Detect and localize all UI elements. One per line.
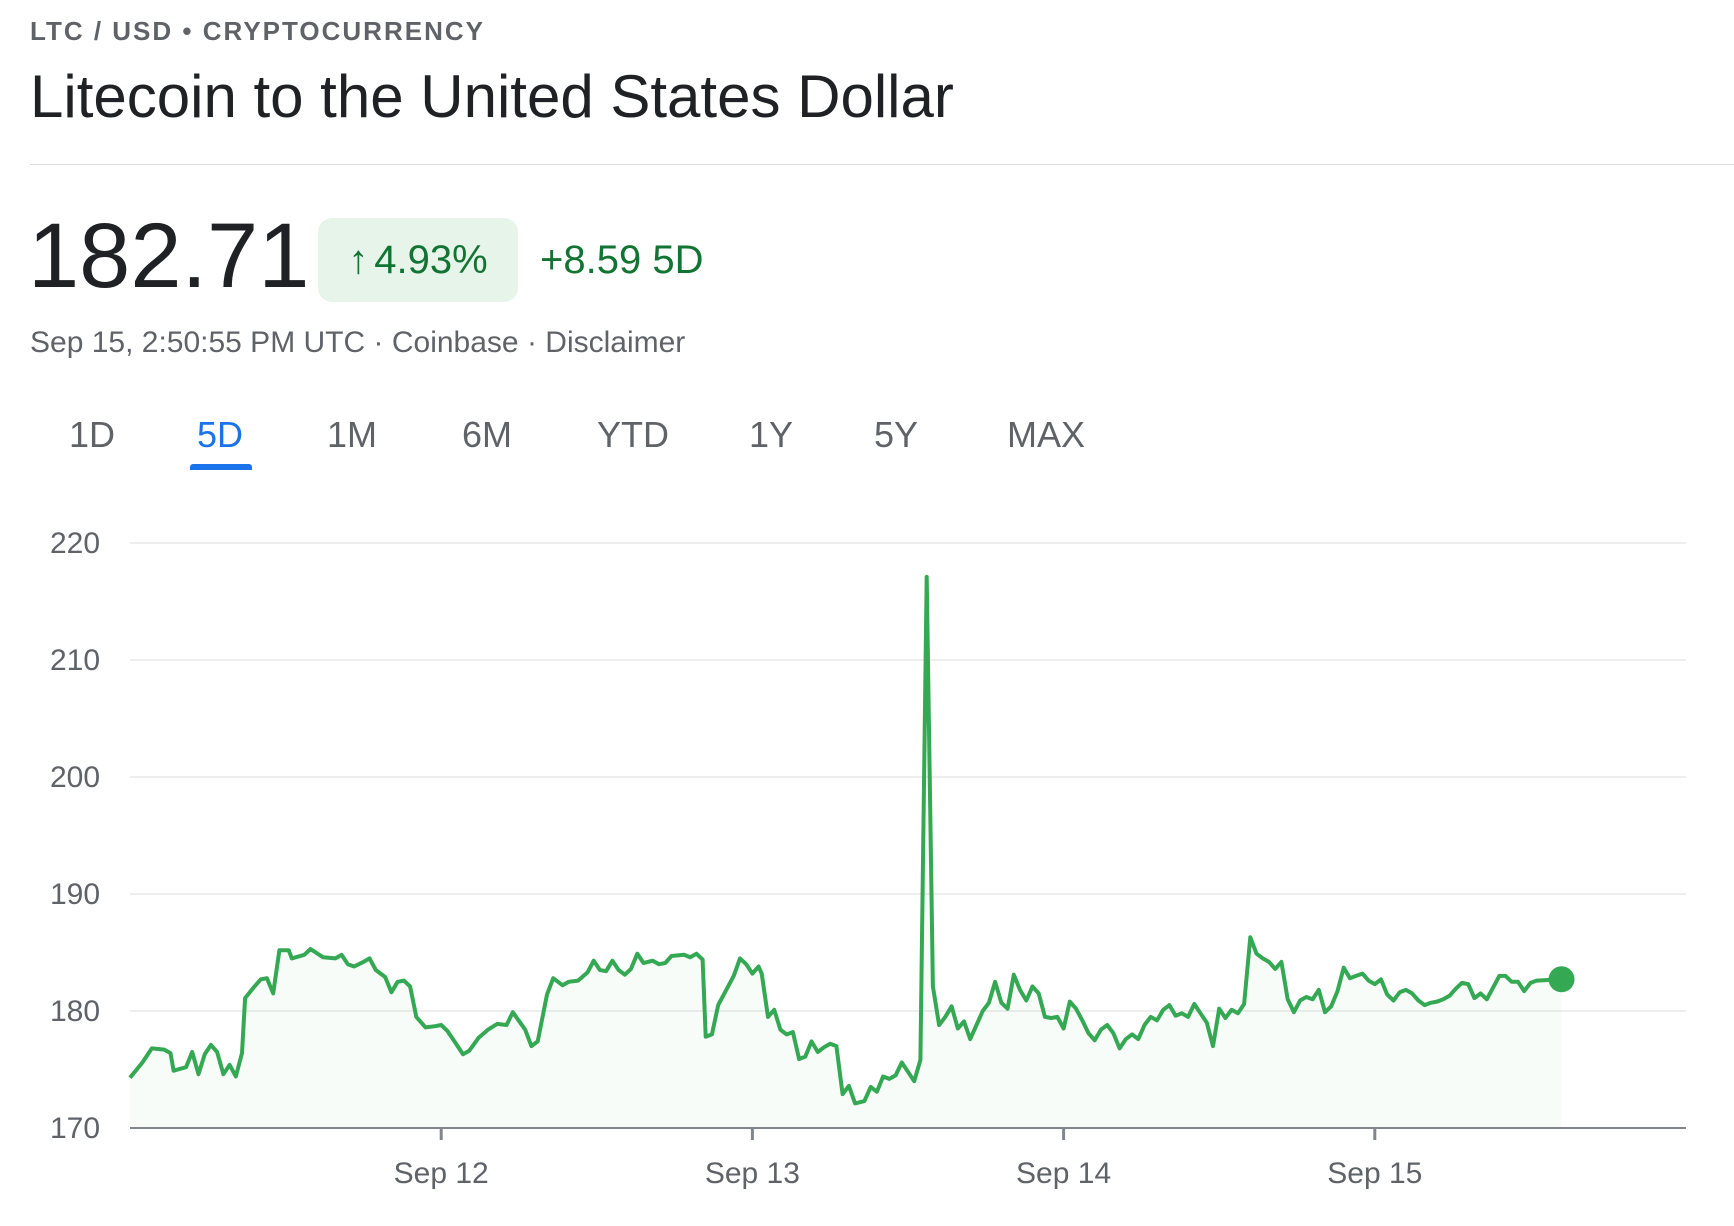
price-area-fill <box>130 576 1562 1128</box>
price-line <box>128 574 1562 1106</box>
y-tick-label: 190 <box>50 878 100 911</box>
tab-ytd[interactable]: YTD <box>597 414 669 455</box>
grid-lines <box>130 542 1686 1012</box>
y-axis-labels: 170 180 190 200 210 220 <box>50 527 100 1145</box>
x-tick-label: Sep 13 <box>705 1157 800 1190</box>
tab-max[interactable]: MAX <box>1006 414 1086 455</box>
tab-1d[interactable]: 1D <box>68 414 116 455</box>
x-axis-labels: Sep 12 Sep 13 Sep 14 Sep 15 <box>394 1128 1422 1190</box>
quote-timestamp: Sep 15, 2:50:55 PM UTC <box>30 326 366 359</box>
page-title: Litecoin to the United States Dollar <box>30 63 954 130</box>
tab-1m[interactable]: 1M <box>326 414 378 455</box>
range-tabs: 1D 5D 1M 6M YTD 1Y 5Y MAX <box>30 414 1180 470</box>
tab-5y[interactable]: 5Y <box>873 414 919 455</box>
y-tick-label: 170 <box>50 1112 100 1145</box>
y-tick-label: 200 <box>50 761 100 794</box>
y-tick-label: 210 <box>50 644 100 677</box>
header-divider <box>30 164 1734 165</box>
y-tick-label: 220 <box>50 527 100 560</box>
x-tick-label: Sep 12 <box>394 1157 489 1190</box>
arrow-up-icon: ↑ <box>348 237 369 282</box>
instrument-kicker: LTC / USD • CRYPTOCURRENCY <box>30 16 485 46</box>
meta-separator: · <box>518 326 546 359</box>
current-price: 182.71 <box>28 205 310 307</box>
y-tick-label: 180 <box>50 995 100 1028</box>
tab-1y[interactable]: 1Y <box>748 414 794 455</box>
change-percent-badge: ↑ 4.93% <box>318 218 518 302</box>
x-tick-label: Sep 14 <box>1016 1157 1111 1190</box>
disclaimer-link[interactable]: Disclaimer <box>545 326 686 359</box>
active-tab-indicator <box>190 464 252 470</box>
change-percent: 4.93% <box>374 237 488 282</box>
meta-separator: · <box>365 326 392 359</box>
x-tick-label: Sep 15 <box>1327 1157 1422 1190</box>
tab-5d[interactable]: 5D <box>196 414 244 455</box>
quote-source: Coinbase <box>391 326 519 359</box>
current-price-marker <box>1548 966 1575 993</box>
quote-meta: Sep 15, 2:50:55 PM UTC · Coinbase · Disc… <box>30 326 685 360</box>
change-absolute: +8.59 5D <box>540 238 704 282</box>
tab-6m[interactable]: 6M <box>461 414 513 455</box>
